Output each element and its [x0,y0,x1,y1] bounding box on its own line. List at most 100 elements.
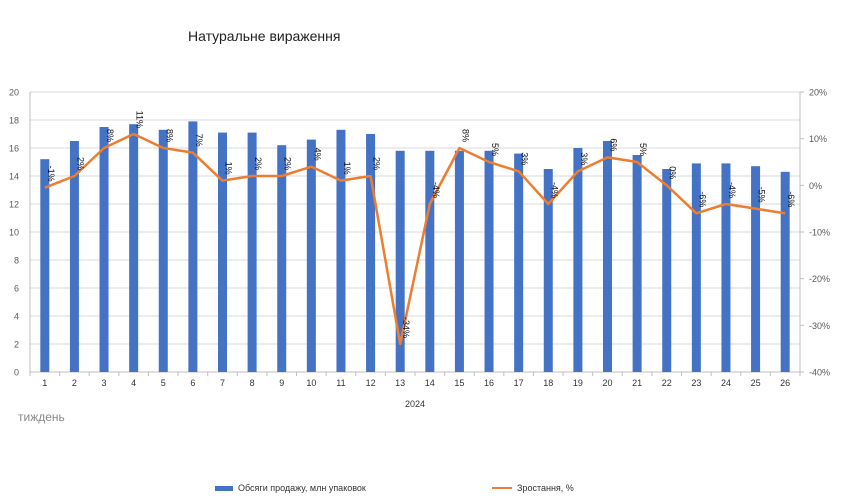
bar [721,163,731,372]
bar [277,145,287,372]
bar [632,155,642,372]
y-left-tick-label: 18 [9,116,19,126]
bar [780,171,790,372]
y-right-tick-label: 20% [809,88,827,98]
bar [425,150,435,372]
growth-data-label: 11% [135,111,145,128]
x-tick-label: 2 [72,378,77,388]
x-tick-label: 26 [780,378,790,388]
legend-item-growth: Зростання, % [492,483,574,493]
bar [129,124,139,372]
x-tick-label: 1 [42,378,47,388]
growth-data-label: 3% [579,152,589,165]
legend-label-growth: Зростання, % [517,483,574,493]
growth-data-label: -4% [727,182,737,198]
growth-data-label: 8% [460,129,470,142]
x-tick-label: 10 [306,378,316,388]
y-left-tick-label: 14 [9,172,19,182]
x-tick-label: 24 [721,378,731,388]
bar [573,148,583,372]
y-right-tick-label: 10% [809,134,827,144]
growth-data-label: 8% [105,129,115,142]
x-tick-label: 21 [632,378,642,388]
growth-data-label: 2% [75,157,85,170]
bar [454,150,464,372]
x-tick-label: 16 [484,378,494,388]
growth-data-label: 2% [372,157,382,170]
x-tick-label: 20 [602,378,612,388]
growth-data-label: 7% [194,134,204,147]
x-tick-label: 18 [543,378,553,388]
growth-data-label: 4% [312,148,322,161]
y-left-tick-label: 20 [9,88,19,98]
x-tick-label: 11 [336,378,345,388]
x-tick-label: 19 [573,378,583,388]
y-left-tick-label: 8 [14,256,19,266]
chart-title: Натуральне вираження [188,28,341,44]
growth-data-label: 0% [668,166,678,179]
bar [99,127,109,372]
bar [603,141,612,372]
x-tick-label: 6 [190,378,195,388]
growth-data-label: 3% [520,152,530,165]
growth-line [44,132,786,346]
growth-data-label: -4% [549,182,559,198]
y-right-tick-label: -40% [809,368,830,378]
bar [395,150,405,372]
growth-data-label: 1% [342,162,352,175]
x-tick-label: 3 [102,378,107,388]
bar [69,141,79,372]
legend-item-volume: Обсяги продажу, млн упаковок [215,483,366,493]
y-left-tick-label: 16 [9,144,19,154]
bar [366,134,376,372]
growth-data-label: -5% [757,187,767,203]
x-tick-label: 22 [662,378,672,388]
bar [306,139,316,372]
growth-data-label: 8% [164,129,174,142]
legend-swatch-growth [492,487,512,489]
bar [751,166,761,372]
x-tick-label: 17 [514,378,524,388]
y-left-tick-label: 12 [9,200,19,210]
y-right-tick-label: -30% [809,321,830,331]
y-left-tick-label: 0 [14,368,19,378]
x-tick-label: 8 [250,378,255,388]
bar [484,150,494,372]
bar [188,121,198,373]
y-left-tick-label: 2 [14,340,19,350]
growth-data-label: -4% [431,182,441,198]
bar [158,129,168,372]
y-left-tick-label: 4 [14,312,19,322]
bar [218,132,227,372]
x-tick-label: 15 [454,378,464,388]
growth-data-label: 2% [283,157,293,170]
x-unit-note: тиждень [18,410,65,424]
legend-swatch-volume [215,485,233,491]
bar [543,169,553,372]
growth-data-label: 6% [609,138,619,151]
y-left-tick-label: 10 [9,228,19,238]
y-right-tick-label: -10% [809,228,830,238]
x-tick-label: 7 [220,378,225,388]
growth-data-label: 2% [253,157,263,170]
y-left-tick-label: 6 [14,284,19,294]
x-tick-label: 9 [279,378,284,388]
x-tick-label: 5 [161,378,166,388]
growth-data-label: -6% [786,191,796,207]
y-right-tick-label: -20% [809,274,830,284]
bar [514,153,524,372]
x-axis-label: 2024 [405,399,425,409]
growth-data-label: -6% [697,191,707,207]
growth-data-label: -1% [46,166,56,182]
x-tick-label: 13 [395,378,405,388]
bar [247,132,257,372]
growth-data-label: 1% [224,162,234,175]
bar [40,159,50,372]
x-tick-label: 4 [131,378,136,388]
y-right-tick-label: 0% [809,181,822,191]
growth-data-label: -34% [401,317,411,338]
legend-label-volume: Обсяги продажу, млн упаковок [238,483,366,493]
growth-data-label: 5% [638,143,648,156]
x-tick-label: 14 [425,378,435,388]
